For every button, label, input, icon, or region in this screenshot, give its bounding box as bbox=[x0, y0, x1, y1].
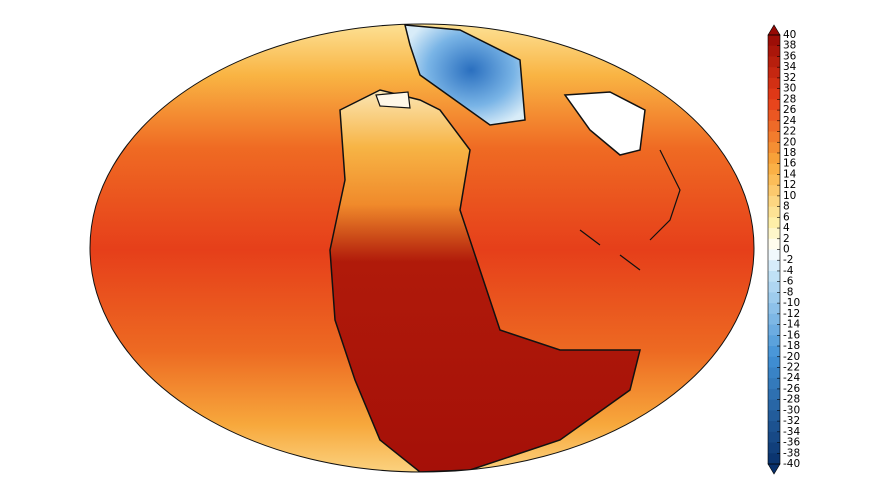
colorbar-bin bbox=[768, 35, 780, 47]
colorbar-tick-label: 4 bbox=[783, 222, 790, 234]
colorbar-tick-label: 32 bbox=[783, 72, 796, 84]
colorbar-tick-label: 20 bbox=[783, 136, 796, 148]
colorbar-bin bbox=[768, 120, 780, 133]
colorbar-tick-label: -10 bbox=[783, 297, 800, 309]
colorbar-bin bbox=[768, 453, 780, 465]
colorbar-tick-label: -6 bbox=[783, 276, 794, 288]
colorbar-bin bbox=[768, 281, 780, 293]
colorbar-tick-label: 10 bbox=[783, 190, 796, 202]
colorbar-tick-label: -26 bbox=[783, 383, 800, 395]
colorbar-tick-label: 34 bbox=[783, 61, 797, 73]
colorbar-tick-label: 30 bbox=[783, 83, 796, 95]
colorbar-tick-label: -8 bbox=[783, 286, 793, 298]
colorbar-tick-label: -16 bbox=[783, 329, 800, 341]
colorbar-arrow-bottom bbox=[767, 463, 781, 475]
colorbar-tick-label: 38 bbox=[783, 40, 796, 52]
colorbar: 4038363432302826242220181614121086420-2-… bbox=[767, 24, 800, 475]
colorbar-bin bbox=[768, 367, 780, 379]
colorbar-bin bbox=[768, 99, 780, 111]
colorbar-bin bbox=[768, 249, 780, 261]
colorbar-tick-label: 12 bbox=[783, 179, 796, 191]
colorbar-tick-label: -24 bbox=[783, 372, 800, 384]
colorbar-bin bbox=[768, 378, 780, 390]
colorbar-bin bbox=[768, 228, 780, 240]
colorbar-tick-label: 2 bbox=[783, 233, 790, 245]
colorbar-bin bbox=[768, 431, 780, 444]
colorbar-arrow-top bbox=[767, 24, 781, 36]
colorbar-bin bbox=[768, 110, 780, 122]
colorbar-tick-label: 22 bbox=[783, 126, 796, 138]
colorbar-bin bbox=[768, 335, 780, 347]
colorbar-bin bbox=[768, 421, 780, 433]
colorbar-bin bbox=[768, 356, 780, 368]
colorbar-tick-label: -4 bbox=[783, 265, 794, 277]
colorbar-tick-label: 8 bbox=[783, 201, 790, 213]
colorbar-tick-label: 24 bbox=[783, 115, 797, 127]
colorbar-bin bbox=[768, 238, 780, 250]
colorbar-tick-label: -36 bbox=[783, 437, 800, 449]
colorbar-bin bbox=[768, 152, 780, 165]
colorbar-bin bbox=[768, 388, 780, 401]
colorbar-tick-label: -18 bbox=[783, 340, 800, 352]
colorbar-tick-label: -20 bbox=[783, 351, 800, 363]
colorbar-tick-label: -14 bbox=[783, 319, 800, 331]
colorbar-tick-label: -38 bbox=[783, 447, 800, 459]
colorbar-tick-label: 40 bbox=[783, 29, 796, 41]
colorbar-bin bbox=[768, 324, 780, 336]
colorbar-tick-label: 26 bbox=[783, 104, 797, 116]
colorbar-tick-label: -22 bbox=[783, 361, 800, 373]
colorbar-tick-label: -30 bbox=[783, 404, 800, 416]
colorbar-bin bbox=[768, 270, 780, 283]
colorbar-bin bbox=[768, 195, 780, 208]
colorbar-bin bbox=[768, 185, 780, 197]
colorbar-bin bbox=[768, 77, 780, 90]
colorbar-tick-label: 0 bbox=[783, 244, 790, 256]
colorbar-bin bbox=[768, 163, 780, 175]
map-fill bbox=[90, 24, 754, 472]
colorbar-bin bbox=[768, 142, 780, 154]
colorbar-tick-label: -28 bbox=[783, 394, 800, 406]
colorbar-bin bbox=[768, 346, 780, 358]
colorbar-tick-label: 18 bbox=[783, 147, 796, 159]
colorbar-bin bbox=[768, 399, 780, 411]
colorbar-bin bbox=[768, 45, 780, 57]
colorbar-bin bbox=[768, 67, 780, 79]
colorbar-tick-label: -12 bbox=[783, 308, 800, 320]
colorbar-tick-label: 14 bbox=[783, 168, 797, 180]
colorbar-tick-label: -32 bbox=[783, 415, 800, 427]
colorbar-bin bbox=[768, 410, 780, 422]
colorbar-bin bbox=[768, 206, 780, 218]
colorbar-bin bbox=[768, 260, 780, 272]
colorbar-bin bbox=[768, 88, 780, 100]
colorbar-tick-label: -34 bbox=[783, 426, 800, 438]
map-outline bbox=[89, 23, 755, 473]
colorbar-tick-label: 6 bbox=[783, 211, 790, 223]
colorbar-tick-label: 36 bbox=[783, 50, 797, 62]
colorbar-tick-label: 16 bbox=[783, 158, 797, 170]
colorbar-bin bbox=[768, 174, 780, 186]
colorbar-bin bbox=[768, 303, 780, 315]
colorbar-bin bbox=[768, 292, 780, 304]
colorbar-bin bbox=[768, 217, 780, 229]
colorbar-bin bbox=[768, 56, 780, 68]
colorbar-tick-label: 28 bbox=[783, 93, 796, 105]
colorbar-tick-label: -40 bbox=[783, 458, 800, 470]
colorbar-bin bbox=[768, 313, 780, 326]
colorbar-tick-label: -2 bbox=[783, 254, 793, 266]
colorbar-bin bbox=[768, 131, 780, 143]
colorbar-bin bbox=[768, 442, 780, 454]
